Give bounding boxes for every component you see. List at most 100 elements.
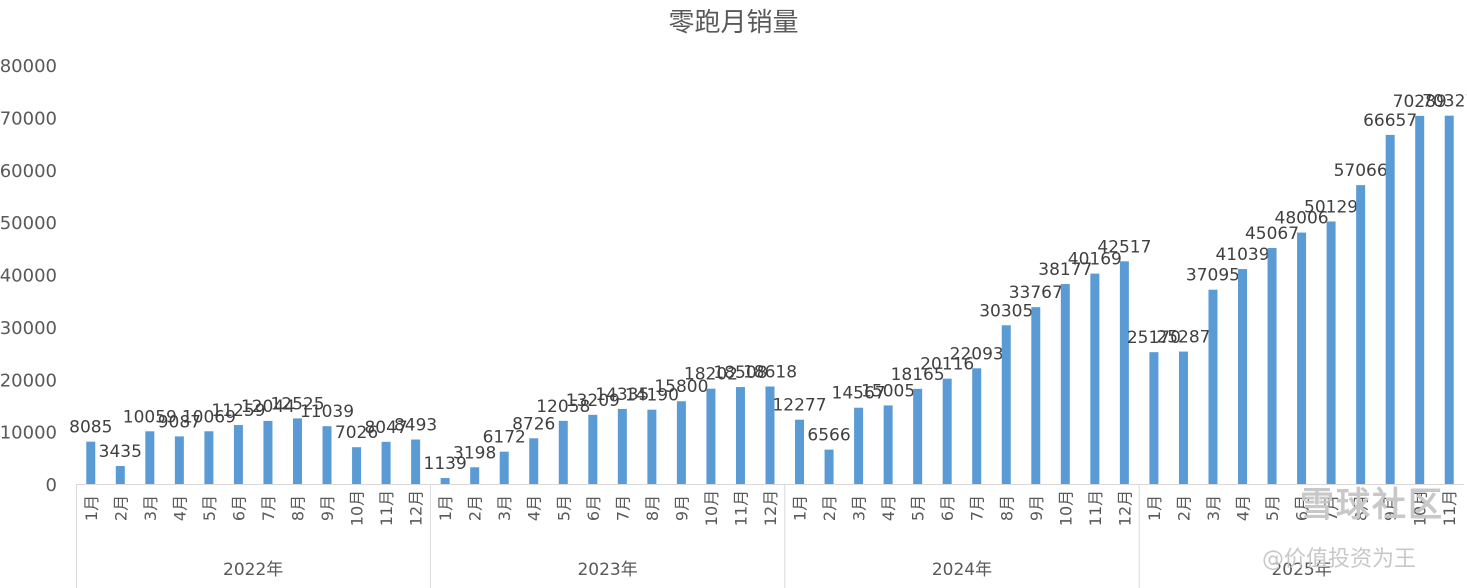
data-label: 10059 bbox=[123, 407, 177, 427]
data-label: 11259 bbox=[211, 401, 265, 421]
month-tick-label: 6月 bbox=[229, 495, 248, 521]
month-tick-label: 9月 bbox=[1027, 495, 1046, 521]
data-label: 37095 bbox=[1186, 266, 1240, 286]
bar bbox=[529, 438, 539, 484]
bar bbox=[647, 409, 657, 484]
bar bbox=[1119, 261, 1129, 484]
y-tick-label: 70000 bbox=[0, 108, 57, 129]
bar bbox=[1415, 115, 1425, 484]
bar bbox=[1238, 269, 1248, 484]
bar bbox=[824, 449, 834, 484]
data-label: 70289 bbox=[1393, 92, 1447, 112]
data-label: 42517 bbox=[1097, 237, 1151, 257]
data-label: 25287 bbox=[1156, 328, 1210, 348]
y-tick-label: 20000 bbox=[0, 370, 57, 391]
data-label: 41039 bbox=[1215, 245, 1269, 265]
month-tick-label: 4月 bbox=[525, 495, 544, 521]
bar bbox=[115, 466, 125, 484]
data-label: 30305 bbox=[979, 301, 1033, 321]
data-label: 33767 bbox=[1009, 283, 1063, 303]
y-tick-label: 30000 bbox=[0, 318, 57, 339]
month-tick-label: 4月 bbox=[170, 495, 189, 521]
data-label: 15005 bbox=[861, 381, 915, 401]
month-tick-label: 5月 bbox=[554, 495, 573, 521]
bar bbox=[765, 386, 775, 484]
data-label: 50129 bbox=[1304, 197, 1358, 217]
year-group-label: 2023年 bbox=[577, 560, 637, 580]
month-tick-label: 12月 bbox=[761, 490, 780, 526]
month-tick-label: 11月 bbox=[377, 490, 396, 526]
data-label: 8047 bbox=[364, 418, 407, 438]
month-tick-label: 7月 bbox=[1322, 495, 1341, 521]
data-label: 20116 bbox=[920, 355, 974, 375]
bar bbox=[942, 378, 952, 484]
month-tick-label: 6月 bbox=[1293, 495, 1312, 521]
bar bbox=[470, 467, 480, 484]
month-tick-label: 5月 bbox=[200, 495, 219, 521]
bar bbox=[440, 478, 450, 484]
bar bbox=[972, 368, 982, 484]
bar bbox=[233, 425, 243, 484]
month-tick-label: 10月 bbox=[348, 490, 367, 526]
y-tick-label: 80000 bbox=[0, 56, 57, 77]
data-label: 8493 bbox=[394, 416, 437, 436]
data-label: 22093 bbox=[950, 344, 1004, 364]
bar bbox=[322, 426, 332, 484]
bar bbox=[1444, 115, 1454, 484]
bar bbox=[1149, 352, 1159, 484]
month-tick-label: 3月 bbox=[850, 495, 869, 521]
data-label: 12044 bbox=[241, 397, 295, 417]
data-label: 13209 bbox=[566, 391, 620, 411]
month-tick-label: 2月 bbox=[466, 495, 485, 521]
month-tick-label: 9月 bbox=[318, 495, 337, 521]
month-tick-label: 6月 bbox=[938, 495, 957, 521]
month-tick-label: 12月 bbox=[407, 490, 426, 526]
data-label: 18165 bbox=[891, 365, 945, 385]
y-tick-label: 0 bbox=[46, 475, 57, 496]
month-tick-label: 3月 bbox=[495, 495, 514, 521]
bar bbox=[588, 414, 598, 484]
bar bbox=[676, 401, 686, 484]
month-tick-label: 7月 bbox=[613, 495, 632, 521]
data-label: 9087 bbox=[158, 412, 201, 432]
month-tick-label: 7月 bbox=[968, 495, 987, 521]
month-tick-label: 8月 bbox=[288, 495, 307, 521]
data-label: 6172 bbox=[483, 428, 526, 448]
bar bbox=[499, 451, 509, 484]
watermark-author: @价值投资为王 bbox=[1262, 547, 1417, 572]
data-label: 40169 bbox=[1068, 250, 1122, 270]
data-label: 3198 bbox=[453, 443, 496, 463]
bar bbox=[1297, 232, 1307, 484]
month-tick-label: 1月 bbox=[791, 495, 810, 521]
data-label: 45067 bbox=[1245, 224, 1299, 244]
data-label: 57066 bbox=[1334, 161, 1388, 181]
month-tick-label: 11月 bbox=[731, 490, 750, 526]
month-tick-label: 7月 bbox=[259, 495, 278, 521]
bar bbox=[1208, 289, 1218, 484]
bar bbox=[795, 419, 805, 484]
month-tick-label: 4月 bbox=[879, 495, 898, 521]
y-tick-label: 10000 bbox=[0, 423, 57, 444]
data-label: 12277 bbox=[772, 396, 826, 416]
y-tick-label: 40000 bbox=[0, 266, 57, 287]
bar bbox=[1090, 273, 1100, 484]
data-label: 18202 bbox=[684, 365, 738, 385]
bar bbox=[174, 436, 184, 484]
data-label: 15800 bbox=[654, 377, 708, 397]
data-label: 14567 bbox=[832, 384, 886, 404]
month-tick-label: 2月 bbox=[1174, 495, 1193, 521]
bar bbox=[1178, 351, 1188, 484]
month-tick-label: 9月 bbox=[1381, 495, 1400, 521]
bar bbox=[86, 441, 96, 484]
bar bbox=[292, 418, 302, 484]
data-label: 14190 bbox=[625, 386, 679, 406]
data-label: 12058 bbox=[536, 397, 590, 417]
data-label: 11039 bbox=[300, 402, 354, 422]
year-group-label: 2025年 bbox=[1271, 560, 1331, 580]
year-group-label: 2024年 bbox=[932, 560, 992, 580]
month-tick-label: 2月 bbox=[820, 495, 839, 521]
month-tick-label: 3月 bbox=[1204, 495, 1223, 521]
bar bbox=[352, 447, 362, 484]
month-tick-label: 11月 bbox=[1086, 490, 1105, 526]
